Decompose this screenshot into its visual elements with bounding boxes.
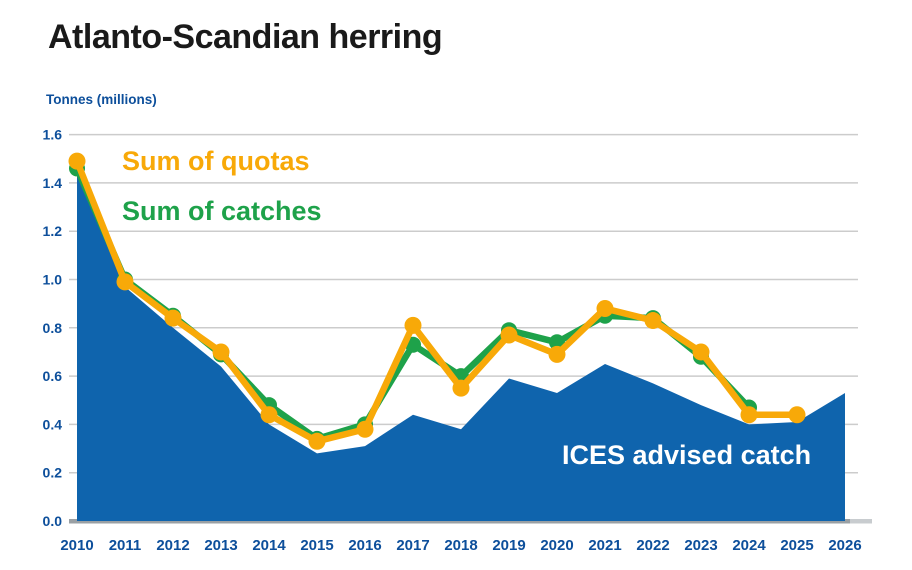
y-axis-title: Tonnes (millions) — [46, 92, 157, 107]
quotas-point — [788, 406, 806, 424]
quotas-point — [164, 309, 182, 327]
x-tick-label: 2020 — [540, 537, 573, 554]
x-tick-label: 2014 — [252, 537, 286, 554]
quotas-point — [260, 406, 278, 424]
quotas-point — [212, 343, 230, 361]
x-axis-line-stub — [850, 519, 872, 524]
x-tick-label: 2017 — [396, 537, 429, 554]
y-tick-label: 0.4 — [43, 416, 63, 432]
quotas-point — [596, 299, 614, 317]
y-tick-label: 1.0 — [43, 272, 63, 288]
x-tick-label: 2011 — [109, 537, 142, 554]
x-tick-label: 2024 — [732, 537, 766, 554]
y-tick-label: 1.6 — [43, 127, 63, 143]
legend-sum-of-quotas: Sum of quotas — [122, 146, 310, 176]
area-label-ices-advised-catch: ICES advised catch — [562, 440, 812, 470]
x-tick-label: 2013 — [204, 537, 237, 554]
quotas-point — [692, 343, 710, 361]
y-tick-label: 1.4 — [43, 175, 63, 191]
quotas-point — [404, 316, 422, 334]
chart-title: Atlanto-Scandian herring — [48, 18, 443, 56]
x-tick-label: 2015 — [300, 537, 333, 554]
y-tick-label: 1.2 — [43, 223, 63, 239]
quotas-point — [500, 326, 518, 344]
quotas-point — [356, 420, 374, 438]
x-tick-label: 2023 — [684, 537, 717, 554]
advised-catch-area — [77, 173, 845, 522]
y-tick-label: 0.8 — [43, 320, 63, 336]
x-tick-label: 2018 — [444, 537, 477, 554]
x-tick-label: 2021 — [588, 537, 621, 554]
x-tick-label: 2016 — [348, 537, 381, 554]
x-tick-label: 2010 — [60, 537, 93, 554]
y-tick-label: 0.2 — [43, 465, 63, 481]
quotas-point — [740, 406, 758, 424]
x-tick-label: 2019 — [492, 537, 525, 554]
x-tick-label: 2022 — [636, 537, 669, 554]
quotas-point — [116, 273, 134, 291]
quotas-point — [452, 379, 470, 397]
quotas-point — [548, 345, 566, 363]
legend-sum-of-catches: Sum of catches — [122, 196, 322, 226]
x-tick-label: 2012 — [156, 537, 189, 554]
quotas-point — [644, 312, 662, 330]
y-tick-label: 0.6 — [43, 368, 63, 384]
x-tick-label: 2026 — [828, 537, 861, 554]
x-axis-line — [69, 519, 850, 524]
quotas-line — [73, 157, 801, 445]
x-tick-label: 2025 — [780, 537, 813, 554]
quotas-point — [68, 152, 86, 170]
y-tick-label: 0.0 — [43, 513, 63, 529]
quotas-point — [308, 432, 326, 450]
